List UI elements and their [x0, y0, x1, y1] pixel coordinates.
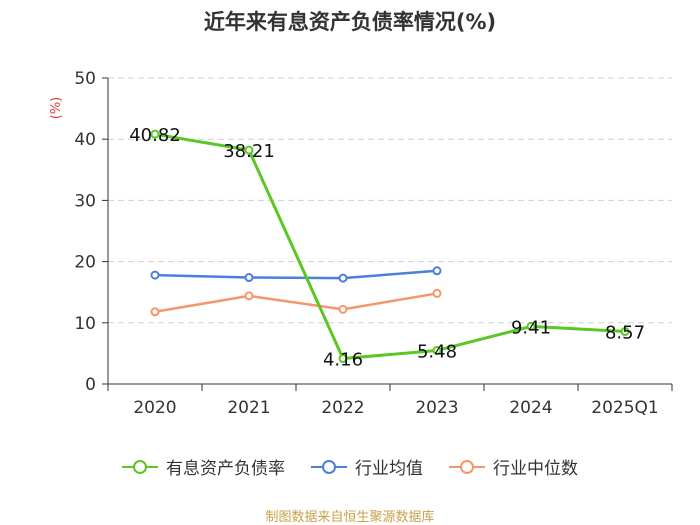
data-label: 38.21: [223, 141, 275, 162]
data-point: [432, 288, 442, 298]
axes: 0 10 20 30 40 50 (%) 2020 2021 2022 2023 2024 2025Q1: [49, 69, 673, 418]
data-label: 9.41: [511, 317, 551, 338]
y-tick-label: 50: [74, 69, 96, 89]
data-point: [244, 273, 254, 283]
data-labels: 40.82 38.21 4.16 5.48 9.41 8.57: [129, 125, 645, 370]
legend-label: 有息资产负债率: [166, 459, 285, 479]
y-tick-label: 40: [74, 130, 96, 150]
data-point: [338, 304, 348, 314]
legend-label: 行业中位数: [493, 459, 578, 479]
legend-item-industry-median[interactable]: 行业中位数: [449, 454, 578, 479]
y-tick-label: 10: [74, 314, 96, 334]
data-label: 5.48: [417, 341, 457, 362]
legend-line-marker-icon: [449, 459, 485, 474]
data-point: [526, 321, 536, 331]
legend-item-debt-ratio[interactable]: 有息资产负债率: [122, 454, 285, 479]
x-tick-label: 2021: [227, 398, 270, 418]
data-point: [150, 307, 160, 317]
data-point: [150, 270, 160, 280]
series-line: [154, 132, 626, 361]
x-tick-label: 2023: [415, 398, 458, 418]
line-chart: 0 10 20 30 40 50 (%) 2020 2021 2022 2023 2024 2025Q1…: [49, 69, 673, 418]
legend-line-marker-icon: [311, 459, 347, 474]
series-lines: [150, 129, 630, 364]
legend: 有息资产负债率 行业均值 行业中位数: [0, 454, 700, 479]
data-point: [620, 327, 630, 337]
data-point: [150, 129, 160, 139]
data-label: 4.16: [323, 350, 363, 371]
legend-label: 行业均值: [355, 459, 423, 479]
data-point: [432, 345, 442, 355]
data-point: [338, 354, 348, 364]
legend-line-marker-icon: [122, 459, 158, 474]
data-point: [432, 266, 442, 276]
y-tick-label: 0: [85, 375, 96, 395]
x-tick-label: 2020: [133, 398, 176, 418]
data-point: [338, 273, 348, 283]
y-tick-label: 30: [74, 191, 96, 211]
x-tick-label: 2022: [321, 398, 364, 418]
y-axis-label: (%): [49, 97, 64, 120]
gridlines: [108, 77, 672, 324]
legend-item-industry-mean[interactable]: 行业均值: [311, 454, 423, 479]
series-line: [154, 269, 438, 280]
x-tick-label: 2025Q1: [591, 398, 658, 418]
series-line: [154, 292, 438, 314]
data-label: 8.57: [605, 323, 645, 344]
x-tick-label: 2024: [509, 398, 552, 418]
data-point: [244, 145, 254, 155]
source-note: 制图数据来自恒生聚源数据库: [265, 510, 435, 525]
data-point: [244, 291, 254, 301]
data-label: 40.82: [129, 125, 181, 146]
y-tick-label: 20: [74, 253, 96, 273]
chart-title: 近年来有息资产负债率情况(%): [203, 10, 497, 34]
